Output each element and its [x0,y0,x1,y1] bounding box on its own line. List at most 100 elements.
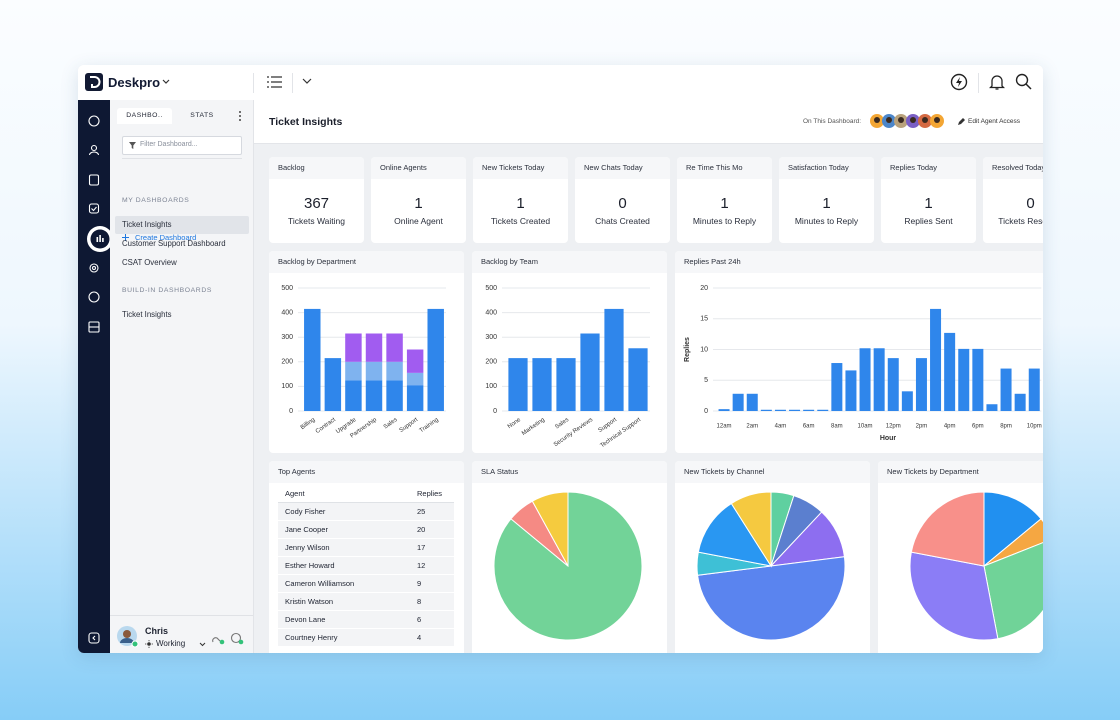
y-tick-label: 200 [281,359,293,366]
bar [986,404,998,411]
bar [365,333,383,362]
pie-slice [493,491,643,641]
x-tick-label: Billing [300,417,317,431]
create-dashboard[interactable]: Create Dashboard [135,233,197,242]
agent-replies: 25 [410,502,454,521]
bar [1000,368,1012,411]
dashboard-link[interactable]: Customer Support Dashboard [122,239,226,248]
y-tick-label: 20 [700,285,708,292]
edit-agent-access[interactable]: Edit Agent Access [968,118,1021,125]
x-tick-label: Sales [554,417,570,431]
x-tick-label: 2am [746,424,758,430]
dashboard-link[interactable]: CSAT Overview [122,258,177,267]
top-bar: Deskpro [78,65,1043,101]
divider [978,73,979,93]
search-icon[interactable] [1015,73,1032,90]
stat-title: Backlog [269,157,364,179]
agent-name: Cameron Williamson [278,574,410,593]
bar [1014,393,1026,411]
bar [873,348,885,411]
dashboard-title: Ticket Insights [269,116,343,128]
lightning-icon[interactable] [950,73,968,91]
bell-icon[interactable] [989,73,1005,91]
x-tick-label: Sales [383,417,399,431]
stat-card: Re Time This Mo 1 Minutes to Reply [677,157,772,243]
column-header: Agent [278,485,410,503]
divider [253,73,254,93]
agent-replies: 9 [410,574,454,593]
agent-name: Kristin Watson [278,592,410,611]
agent-replies: 17 [410,538,454,557]
bar [406,385,424,411]
dashboard-link[interactable]: Ticket Insights [122,310,172,319]
pie-slice [983,542,1043,640]
list-icon[interactable] [267,75,283,89]
stat-title: Replies Today [881,157,976,179]
chart: 0100200300400500BillingContractUpgradePa… [281,285,446,440]
bar [901,391,913,411]
table-row: Courtney Henry 4 [278,628,454,647]
pie-slice [697,502,773,567]
panel: New Tickets by Department [878,461,1043,653]
bar [972,348,984,411]
panel: Backlog by Team 0 100 200 300 400 500 None Marke… [472,251,667,453]
bar [732,393,744,411]
bar [386,380,403,411]
agent-replies: 12 [410,556,454,575]
chevron[interactable] [302,78,312,85]
stat-title: New Tickets Today [473,157,568,179]
bar [406,372,424,386]
x-tick-label: None [507,417,523,431]
main-content: Ticket Insights On This Dashboard: Edit … [254,100,1043,653]
filter-icon [129,142,136,149]
panel: Replies Past 24h 0 5 10 15 20 12am 2am 4am 6am 8am… [675,251,1043,453]
stat-card: Online Agents 1 Online Agent [371,157,466,243]
table-row: Cody Fisher 25 [278,502,454,521]
bar [944,332,956,411]
bar [386,333,403,362]
link-icon[interactable] [211,633,225,645]
y-tick-label: 100 [485,383,497,390]
dashboard-link[interactable]: Ticket Insights [115,216,249,234]
chevron[interactable] [162,79,170,85]
agent-name: Esther Howard [278,556,410,575]
x-tick-label: 4pm [944,424,956,430]
agent-name: Jenny Wilson [278,538,410,557]
stat-title: Re Time This Mo [677,157,772,179]
bar [930,308,942,411]
x-tick-label: Marketing [521,417,546,437]
pie-slice [697,556,846,641]
filter-input[interactable]: Filter Dashboard... [122,136,242,155]
more-icon[interactable] [238,110,242,122]
divider [122,158,242,159]
tab-stats[interactable]: STATS [190,112,214,119]
rail-icons[interactable] [78,100,113,653]
on-dashboard-label: On This Dashboard: [803,118,862,125]
stat-label: Minutes to Reply [692,216,757,226]
chevron[interactable] [199,642,206,647]
bar [345,361,362,381]
panel: New Tickets by Channel [675,461,870,653]
bar [427,308,444,411]
plus-icon [122,234,129,241]
y-tick-label: 400 [485,309,497,316]
chat-status-icon[interactable] [230,632,244,645]
filter-placeholder: Filter Dashboard... [140,141,198,148]
stat-value: 1 [414,195,423,212]
y-tick-label: 500 [281,285,293,292]
pie-slice [983,518,1043,567]
section-title: BUILD-IN DASHBOARDS [122,287,212,294]
stat-card: Satisfaction Today 1 Minutes to Reply [779,157,874,243]
user-name: Chris [145,626,169,636]
y-tick-label: 10 [700,346,708,353]
stat-title: Resolved Today [983,157,1043,179]
x-tick-label: 6am [803,424,815,430]
agent-avatars[interactable] [869,113,949,129]
tab-dashboards[interactable]: DASHBO.. [117,108,172,124]
bar [1028,368,1040,411]
y-tick-label: 0 [704,408,708,415]
stat-label: Tickets Resolved [998,216,1043,226]
panel-title: New Tickets by Channel [675,461,870,483]
user-avatar[interactable] [116,625,140,649]
